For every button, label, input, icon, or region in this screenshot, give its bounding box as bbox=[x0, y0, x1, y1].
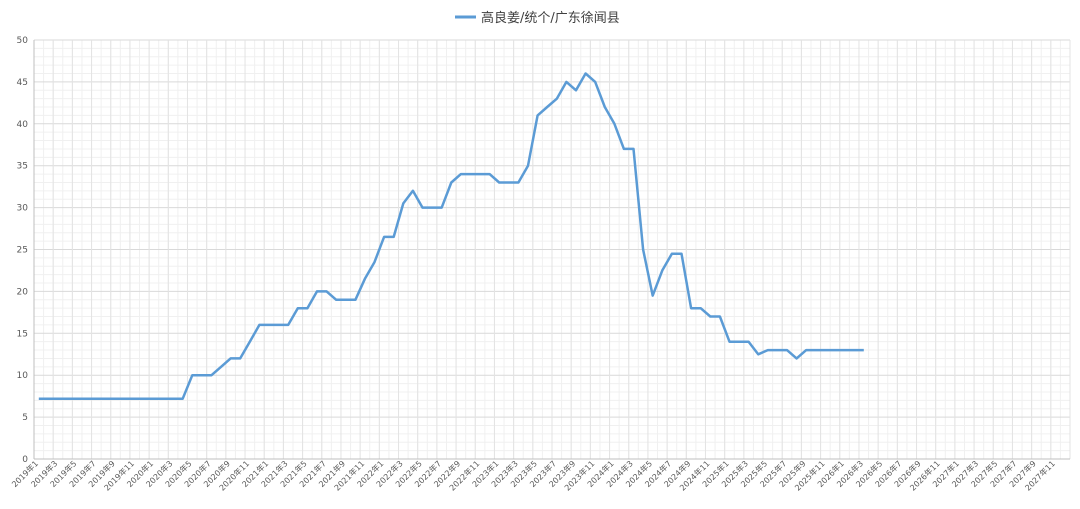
y-tick-label: 40 bbox=[17, 120, 29, 130]
y-tick-label: 35 bbox=[17, 162, 28, 172]
series-group bbox=[38, 72, 864, 400]
y-tick-label: 0 bbox=[22, 455, 28, 465]
major-gridlines bbox=[33, 39, 1071, 460]
legend-label: 高良姜/统个/广东徐闻县 bbox=[481, 10, 620, 26]
y-axis-tick-labels: 0 5 10 15 20 25 30 35 40 45 50 bbox=[17, 36, 29, 465]
x-axis-tick-labels: 2019年12019年32019年52019年72019年92019年11202… bbox=[9, 458, 1057, 492]
y-tick-label: 30 bbox=[17, 204, 29, 214]
series-line bbox=[38, 72, 864, 400]
y-tick-label: 45 bbox=[17, 78, 28, 88]
axes bbox=[33, 40, 1070, 460]
y-tick-label: 10 bbox=[17, 371, 29, 381]
y-tick-label: 20 bbox=[17, 287, 29, 297]
y-tick-label: 50 bbox=[17, 36, 29, 46]
legend: 高良姜/统个/广东徐闻县 bbox=[455, 10, 620, 26]
y-tick-label: 15 bbox=[17, 329, 28, 339]
y-tick-label: 5 bbox=[22, 413, 28, 423]
y-tick-label: 25 bbox=[17, 246, 28, 256]
